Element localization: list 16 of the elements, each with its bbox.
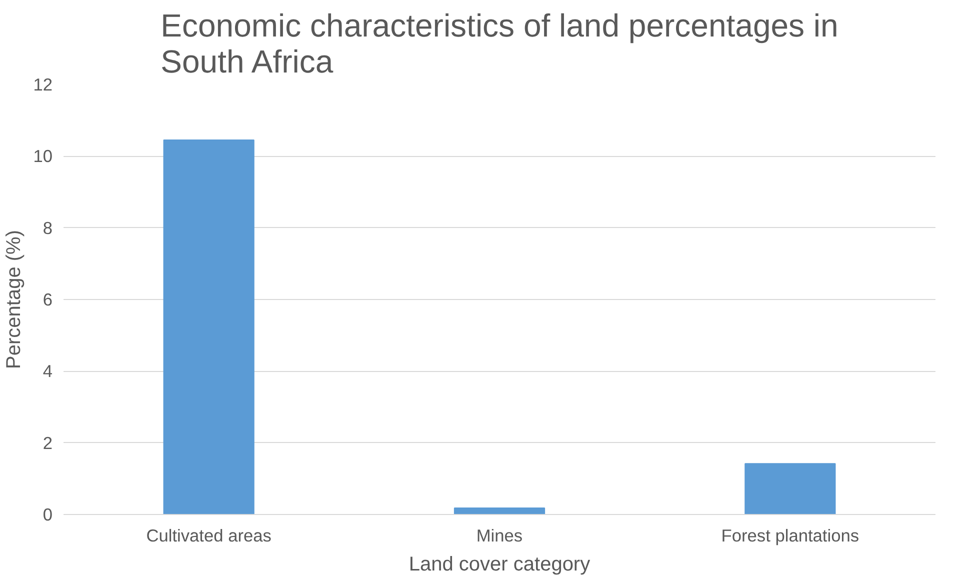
- y-tick-label: 6: [42, 290, 53, 310]
- y-tick-label: 2: [42, 432, 53, 453]
- bar: [163, 140, 254, 514]
- x-axis-title: Land cover category: [408, 554, 590, 576]
- x-tick-label: Mines: [476, 526, 523, 546]
- chart-title: Economic characteristics of land percentages in South Africa: [160, 8, 838, 80]
- y-tick-label: 10: [33, 146, 53, 166]
- y-tick-label: 0: [42, 504, 53, 524]
- x-tick-label: Forest plantations: [721, 526, 860, 546]
- y-axis-title: Percentage (%): [3, 230, 26, 369]
- y-tick-label: 12: [33, 74, 53, 94]
- y-tick-label: 4: [42, 361, 53, 382]
- bar: [744, 463, 836, 514]
- bar: [454, 508, 546, 514]
- y-tick-label: 8: [42, 218, 53, 238]
- x-tick-label: Cultivated areas: [146, 526, 272, 546]
